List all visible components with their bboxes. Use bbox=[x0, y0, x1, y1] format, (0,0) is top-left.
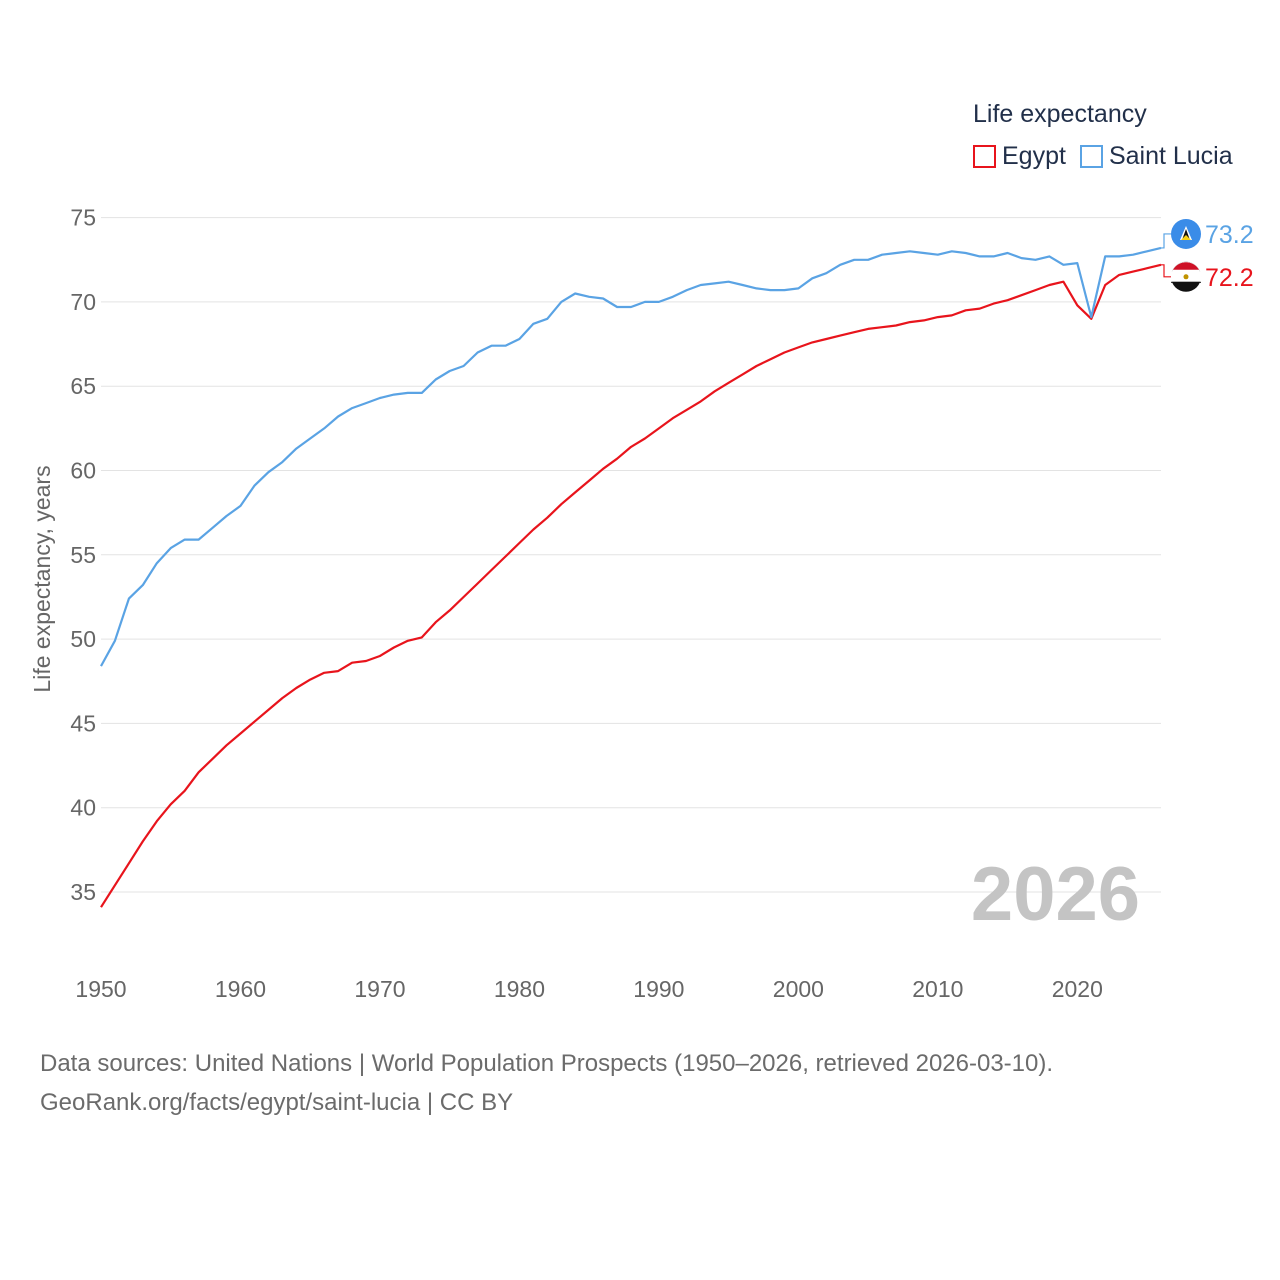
y-axis-title: Life expectancy, years bbox=[29, 465, 55, 692]
x-axis-ticks: 1950 1960 1970 1980 1990 2000 2010 2020 bbox=[75, 976, 1102, 1002]
legend-label-saint-lucia: Saint Lucia bbox=[1108, 142, 1233, 170]
y-tick-label: 55 bbox=[70, 542, 96, 568]
legend-label-egypt: Egypt bbox=[1002, 142, 1066, 170]
x-tick-label: 1960 bbox=[215, 976, 266, 1002]
line-chart: 35 40 45 50 55 60 65 70 75 1950 1960 1970 1980 1990 2… bbox=[29, 205, 1254, 1002]
y-axis-ticks: 35 40 45 50 55 60 65 70 75 bbox=[70, 205, 96, 905]
year-watermark: 2026 bbox=[971, 852, 1140, 937]
y-tick-label: 45 bbox=[70, 710, 96, 736]
legend-item-saint-lucia[interactable]: Saint Lucia bbox=[1079, 142, 1233, 171]
y-tick-label: 75 bbox=[70, 205, 96, 231]
x-tick-label: 1970 bbox=[354, 976, 405, 1002]
y-tick-label: 50 bbox=[70, 626, 96, 652]
legend: Egypt Saint Lucia bbox=[973, 142, 1247, 171]
y-tick-label: 40 bbox=[70, 795, 96, 821]
series-lines bbox=[100, 246, 1162, 908]
y-tick-label: 60 bbox=[70, 458, 96, 484]
y-tick-label: 70 bbox=[70, 289, 96, 315]
grid-lines bbox=[101, 217, 1161, 893]
legend-swatch-saint-lucia bbox=[1079, 145, 1103, 168]
x-tick-label: 2000 bbox=[773, 976, 824, 1002]
legend-title: Life expectancy bbox=[973, 100, 1147, 128]
end-value-label-saint-lucia: 73.2 bbox=[1205, 221, 1254, 249]
saint-lucia-flag-icon bbox=[1171, 218, 1201, 249]
legend-swatch-egypt bbox=[973, 145, 996, 168]
data-source-line: Data sources: United Nations | World Pop… bbox=[40, 1050, 1054, 1077]
end-connector-saint-lucia bbox=[1161, 233, 1171, 249]
series-line-egypt[interactable] bbox=[100, 263, 1162, 908]
x-tick-label: 2020 bbox=[1052, 976, 1103, 1002]
legend-item-egypt[interactable]: Egypt bbox=[973, 142, 1066, 171]
end-value-label-egypt: 72.2 bbox=[1205, 264, 1254, 292]
credit-line[interactable]: GeoRank.org/facts/egypt/saint-lucia | CC… bbox=[40, 1089, 514, 1116]
end-connector-egypt bbox=[1161, 264, 1171, 278]
data-source-footer: Data sources: United Nations | World Pop… bbox=[40, 1044, 1053, 1122]
x-tick-label: 1950 bbox=[75, 976, 126, 1002]
series-line-saint-lucia[interactable] bbox=[100, 246, 1162, 667]
y-tick-label: 35 bbox=[70, 879, 96, 905]
end-labels: 72.2 73.2 bbox=[1161, 218, 1254, 292]
x-tick-label: 1980 bbox=[494, 976, 545, 1002]
x-tick-label: 2010 bbox=[912, 976, 963, 1002]
egypt-flag-icon bbox=[1171, 261, 1201, 292]
y-tick-label: 65 bbox=[70, 373, 96, 399]
x-tick-label: 1990 bbox=[633, 976, 684, 1002]
